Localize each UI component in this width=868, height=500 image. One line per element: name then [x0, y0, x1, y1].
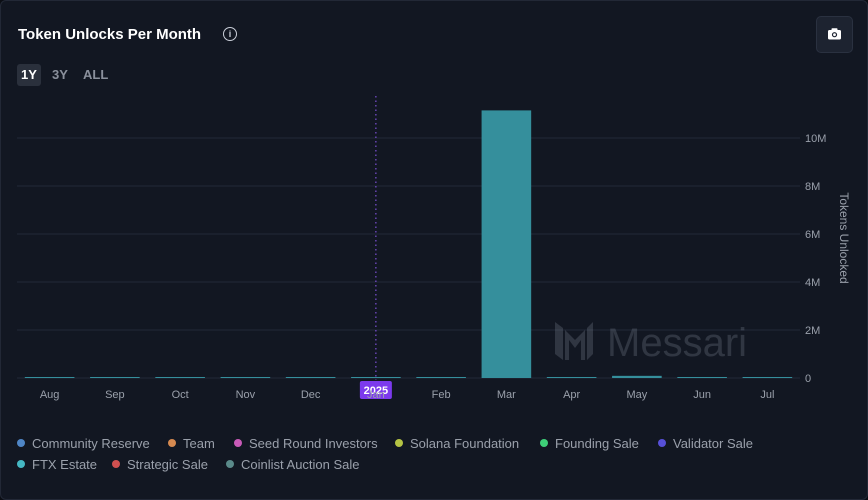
screenshot-button[interactable] — [816, 16, 853, 53]
y-tick-label: 4M — [805, 277, 820, 289]
messari-watermark: Messari — [555, 321, 747, 365]
legend-swatch — [17, 460, 25, 468]
legend-label: FTX Estate — [32, 457, 98, 472]
y-axis-title: Tokens Unlocked — [837, 192, 851, 283]
legend-label: Strategic Sale — [127, 457, 208, 472]
x-tick-label: Mar — [497, 389, 516, 401]
bar-oct[interactable] — [155, 377, 205, 378]
range-all-button[interactable]: ALL — [83, 67, 109, 82]
year-marker: 2025 — [359, 96, 392, 399]
bar-dec[interactable] — [285, 377, 336, 378]
x-tick-label: Sep — [105, 389, 125, 401]
bar-feb[interactable] — [416, 377, 466, 378]
marker-badge — [359, 381, 392, 399]
legend-swatch — [234, 439, 242, 447]
x-tick-label: Aug — [40, 389, 60, 401]
x-tick-label: Apr — [563, 389, 580, 401]
range-1y-button[interactable]: 1Y — [17, 64, 41, 86]
legend-label: Community Reserve — [32, 436, 150, 451]
legend-label: Team — [183, 436, 215, 451]
legend-swatch — [112, 460, 120, 468]
x-tick-label: Jan — [367, 389, 385, 401]
info-icon[interactable]: i — [223, 27, 237, 41]
y-axis-labels: 0 2M 4M 6M 8M 10M — [805, 133, 826, 385]
x-tick-label: Jul — [760, 389, 774, 401]
legend-swatch — [658, 439, 666, 447]
legend-label: Solana Foundation — [410, 436, 520, 451]
x-tick-label: Dec — [301, 389, 321, 401]
x-tick-label: Feb — [432, 389, 451, 401]
range-3y-button[interactable]: 3Y — [52, 67, 68, 82]
legend-swatch — [395, 439, 403, 447]
bar-apr[interactable] — [546, 377, 597, 378]
camera-icon — [828, 28, 841, 40]
legend-swatch — [17, 439, 25, 447]
bar-mar[interactable] — [481, 110, 532, 379]
bar-nov[interactable] — [220, 377, 271, 378]
legend-label: Founding Sale — [555, 436, 639, 451]
x-tick-label: Jun — [693, 389, 711, 401]
legend-label: Validator Sale — [673, 436, 753, 451]
legend-label: Seed Round Investors — [249, 436, 378, 451]
marker-label: 2025 — [364, 385, 388, 397]
bar-may[interactable] — [612, 375, 662, 378]
legend-label: Coinlist Auction Sale — [241, 457, 360, 472]
legend-swatch — [540, 439, 548, 447]
legend-swatch — [168, 439, 176, 447]
y-tick-label: 6M — [805, 229, 820, 241]
bar-jul[interactable] — [742, 377, 793, 378]
y-tick-label: 2M — [805, 325, 820, 337]
bar-sep[interactable] — [90, 377, 140, 378]
y-tick-label: 10M — [805, 133, 826, 145]
grid-lines — [17, 137, 800, 379]
x-axis-labels: Aug Sep Oct Nov Dec Jan Feb Mar Apr May Jun Jul — [40, 389, 775, 401]
x-tick-label: May — [626, 389, 647, 401]
bars — [24, 110, 793, 379]
y-tick-label: 0 — [805, 373, 811, 385]
chart-title: Token Unlocks Per Month — [18, 26, 202, 43]
x-tick-label: Oct — [172, 389, 189, 401]
bar-jan[interactable] — [351, 377, 401, 378]
bar-jun[interactable] — [677, 377, 727, 378]
watermark-text: Messari — [607, 321, 747, 365]
legend-swatch — [226, 460, 234, 468]
bar-aug[interactable] — [24, 377, 75, 378]
y-tick-label: 8M — [805, 181, 820, 193]
x-tick-label: Nov — [236, 389, 256, 401]
